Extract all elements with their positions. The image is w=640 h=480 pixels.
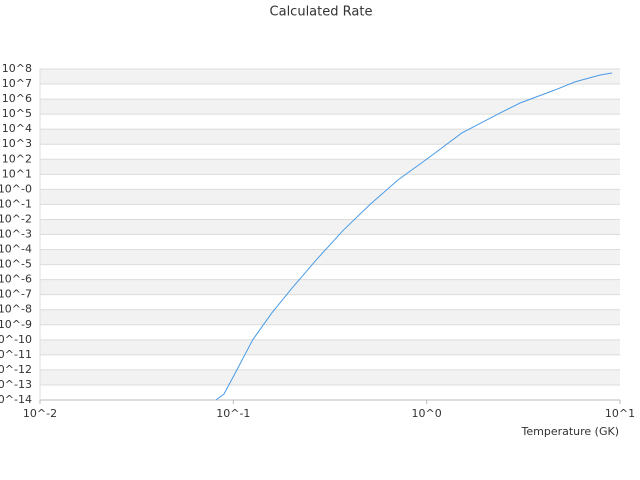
y-tick-label: 10^-4 [0,243,32,256]
y-tick-label: 10^-2 [0,212,32,225]
series-line [215,72,613,401]
y-tick-label: 10^-0 [0,182,32,195]
y-tick-label: 10^-11 [0,348,32,361]
x-tick-label: 10^-1 [216,407,250,420]
x-axis-label: Temperature (GK) [521,425,620,438]
y-tick-label: 10^1 [2,167,32,180]
y-tick-label: 10^-10 [0,333,32,346]
y-tick-label: 10^-1 [0,197,32,210]
y-tick-label: 10^3 [2,137,32,150]
y-tick-label: 10^2 [2,152,32,165]
grid-band [40,99,620,115]
grid-band [40,129,620,145]
chart-title: Calculated Rate [270,5,373,20]
y-tick-label: 10^-13 [0,378,32,391]
grid-band [40,189,620,205]
grid-band [40,339,620,355]
y-tick-label: 10^-9 [0,318,32,331]
y-tick-label: 10^6 [2,92,32,105]
grid-band [40,159,620,175]
y-tick-label: 10^-12 [0,363,32,376]
y-tick-label: 10^-8 [0,303,32,316]
y-tick-label: 10^-6 [0,273,32,286]
y-tick-label: 10^-7 [0,288,32,301]
grid-band [40,219,620,235]
grid-band [40,369,620,385]
y-tick-label: 10^7 [2,77,32,90]
y-tick-label: 10^-3 [0,228,32,241]
y-tick-label: 10^4 [2,122,32,135]
y-tick-label: 10^-14 [0,393,32,406]
x-tick-label: 10^-2 [23,407,57,420]
grid-band [40,69,620,85]
y-tick-label: 10^8 [2,62,32,75]
y-tick-label: 10^-5 [0,258,32,271]
x-tick-label: 10^0 [412,407,442,420]
grid-band [40,309,620,325]
y-tick-label: 10^5 [2,107,32,120]
grid-band [40,279,620,295]
x-tick-label: 10^1 [605,407,635,420]
grid-band [40,249,620,265]
